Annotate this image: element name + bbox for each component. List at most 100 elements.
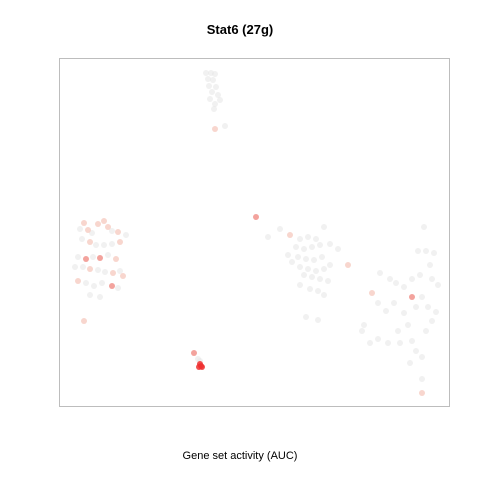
scatter-point	[425, 304, 431, 310]
scatter-point	[90, 254, 96, 260]
scatter-point	[83, 256, 89, 262]
scatter-point	[417, 272, 423, 278]
scatter-point	[433, 309, 439, 315]
scatter-point	[419, 354, 425, 360]
scatter-point	[101, 218, 107, 224]
scatter-point	[391, 300, 397, 306]
scatter-point	[305, 266, 311, 272]
scatter-point	[423, 248, 429, 254]
scatter-point	[407, 360, 413, 366]
scatter-point	[309, 274, 315, 280]
scatter-point	[415, 248, 421, 254]
scatter-point	[212, 101, 218, 107]
scatter-point	[405, 322, 411, 328]
scatter-point	[387, 276, 393, 282]
scatter-point	[293, 244, 299, 250]
scatter-point	[309, 244, 315, 250]
scatter-point	[101, 242, 107, 248]
scatter-point	[295, 254, 301, 260]
scatter-point	[313, 268, 319, 274]
scatter-point	[277, 226, 283, 232]
scatter-point	[81, 220, 87, 226]
scatter-point	[397, 340, 403, 346]
scatter-point	[317, 242, 323, 248]
scatter-point	[212, 71, 218, 77]
scatter-point	[80, 264, 86, 270]
scatter-point	[325, 278, 331, 284]
scatter-point	[212, 126, 218, 132]
scatter-point	[285, 252, 291, 258]
scatter-point	[313, 236, 319, 242]
scatter-point	[297, 236, 303, 242]
scatter-point	[253, 214, 259, 220]
scatter-point	[393, 280, 399, 286]
scatter-point	[113, 256, 119, 262]
scatter-point	[210, 77, 216, 83]
scatter-point	[117, 268, 123, 274]
scatter-point	[87, 266, 93, 272]
scatter-point	[117, 239, 123, 245]
scatter-point	[81, 318, 87, 324]
scatter-point	[311, 257, 317, 263]
scatter-point	[369, 290, 375, 296]
scatter-point	[409, 276, 415, 282]
scatter-point	[93, 242, 99, 248]
scatter-point	[307, 286, 313, 292]
scatter-point	[419, 390, 425, 396]
scatter-point	[317, 276, 323, 282]
scatter-point	[110, 270, 116, 276]
scatter-point	[401, 284, 407, 290]
scatter-point	[217, 97, 223, 103]
scatter-point	[95, 267, 101, 273]
scatter-point	[383, 308, 389, 314]
scatter-point	[95, 221, 101, 227]
scatter-point	[120, 273, 126, 279]
scatter-point	[377, 270, 383, 276]
scatter-point	[421, 224, 427, 230]
scatter-point	[265, 234, 271, 240]
scatter-point	[327, 262, 333, 268]
scatter-point	[305, 234, 311, 240]
scatter-point	[211, 106, 217, 112]
scatter-point	[222, 123, 228, 129]
scatter-point	[429, 318, 435, 324]
scatter-point	[287, 232, 293, 238]
scatter-point	[361, 322, 367, 328]
scatter-point	[315, 288, 321, 294]
x-axis-label: Gene set activity (AUC)	[0, 450, 480, 462]
scatter-point	[87, 292, 93, 298]
scatter-point	[435, 282, 441, 288]
scatter-point	[319, 254, 325, 260]
scatter-point	[321, 266, 327, 272]
scatter-point	[97, 294, 103, 300]
scatter-point	[395, 328, 401, 334]
scatter-point	[327, 241, 333, 247]
scatter-point	[409, 294, 415, 300]
scatter-point	[427, 262, 433, 268]
scatter-point	[419, 294, 425, 300]
scatter-point	[303, 256, 309, 262]
scatter-point	[75, 278, 81, 284]
scatter-point	[123, 232, 129, 238]
scatter-point	[297, 282, 303, 288]
scatter-point	[191, 350, 197, 356]
scatter-point	[199, 364, 205, 370]
scatter-point	[301, 272, 307, 278]
scatter-point	[303, 314, 309, 320]
scatter-point	[102, 269, 108, 275]
scatter-point	[72, 264, 78, 270]
scatter-point	[409, 338, 415, 344]
scatter-point	[315, 317, 321, 323]
scatter-point	[289, 259, 295, 265]
scatter-point	[419, 376, 425, 382]
scatter-point	[367, 340, 373, 346]
scatter-point	[105, 224, 111, 230]
scatter-point	[205, 76, 211, 82]
scatter-point	[321, 292, 327, 298]
scatter-point	[77, 226, 83, 232]
scatter-point	[401, 310, 407, 316]
scatter-point	[99, 280, 105, 286]
scatter-point	[75, 254, 81, 260]
scatter-point	[213, 84, 219, 90]
scatter-point	[359, 328, 365, 334]
